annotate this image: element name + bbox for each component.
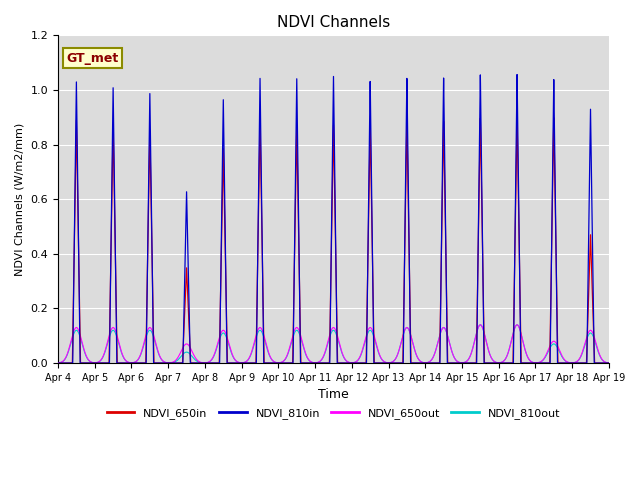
Y-axis label: NDVI Channels (W/m2/mm): NDVI Channels (W/m2/mm) xyxy=(15,122,25,276)
X-axis label: Time: Time xyxy=(318,388,349,401)
Text: GT_met: GT_met xyxy=(67,51,118,64)
Title: NDVI Channels: NDVI Channels xyxy=(277,15,390,30)
Legend: NDVI_650in, NDVI_810in, NDVI_650out, NDVI_810out: NDVI_650in, NDVI_810in, NDVI_650out, NDV… xyxy=(102,403,564,423)
